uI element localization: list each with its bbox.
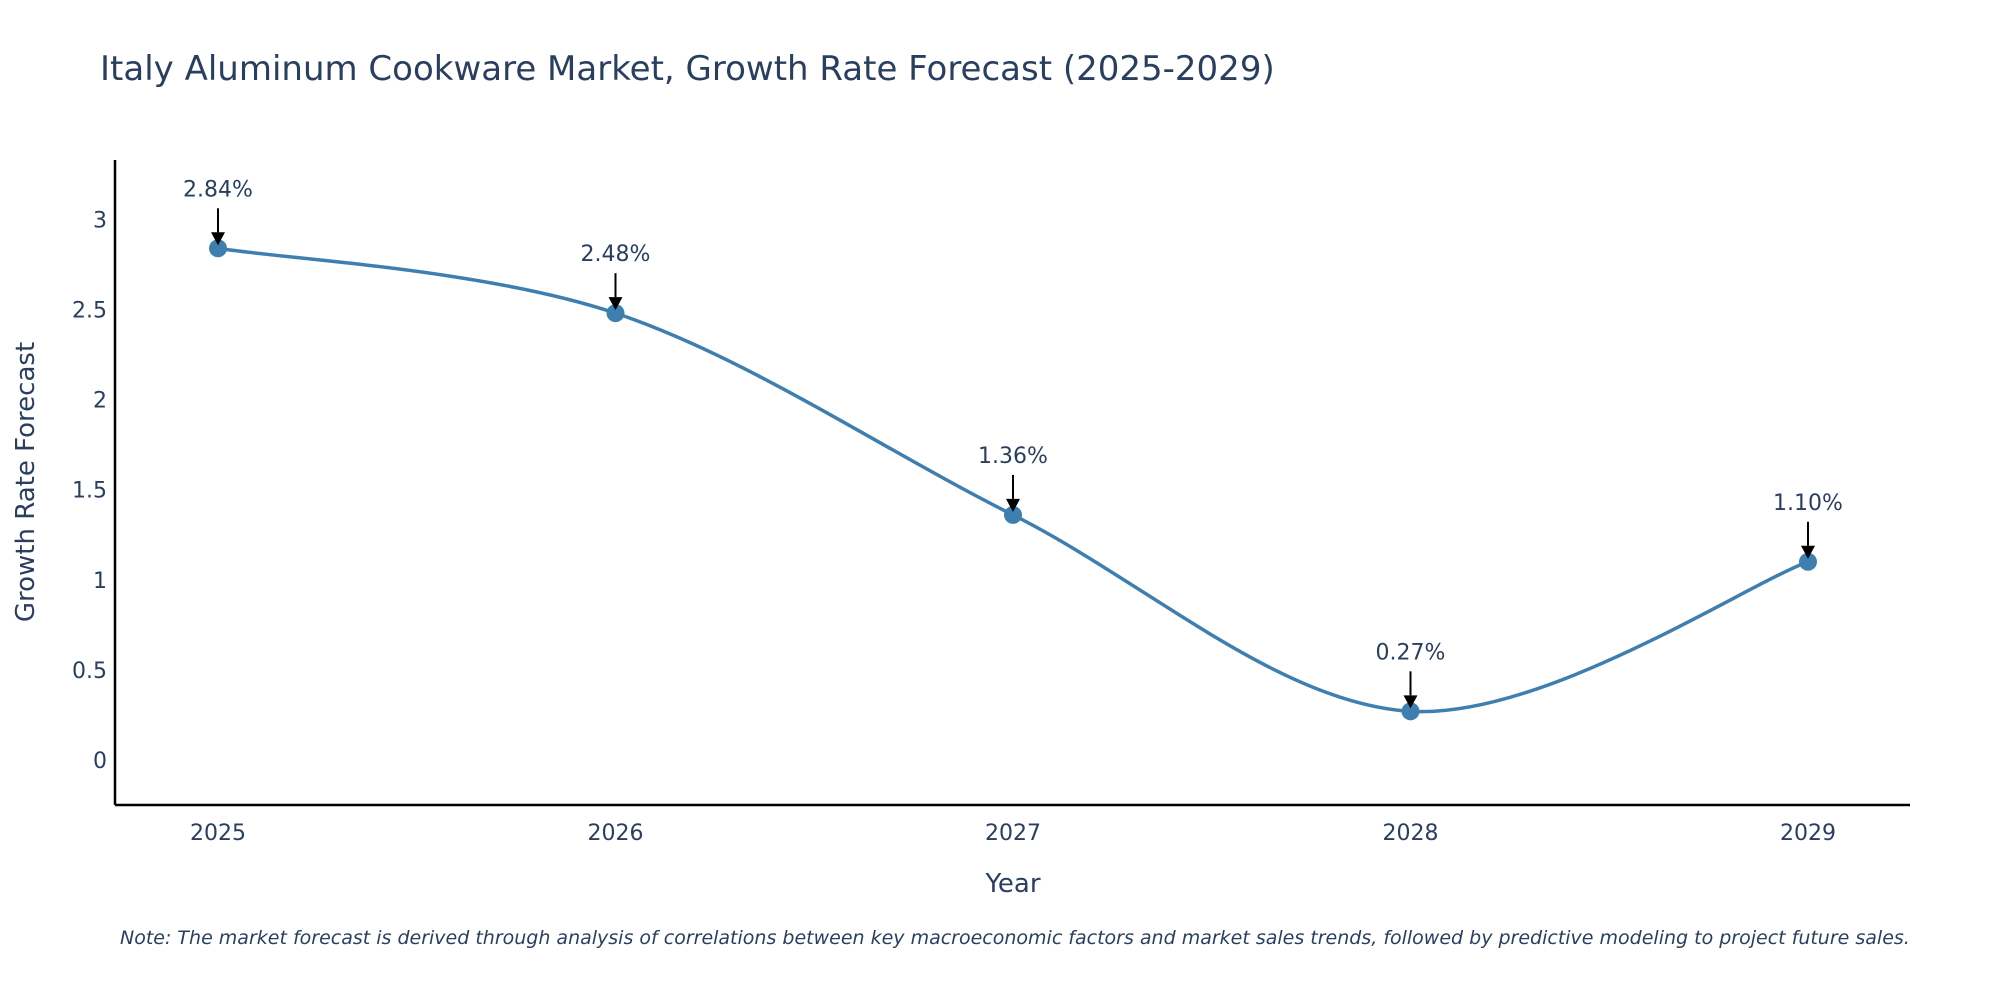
series-layer: [209, 239, 1817, 721]
x-tick-label: 2026: [588, 821, 644, 846]
data-point-2029[interactable]: [1799, 552, 1817, 571]
data-point-2026[interactable]: [606, 304, 625, 323]
data-label: 1.10%: [1773, 491, 1843, 516]
data-label-group-2027: 1.36%: [978, 444, 1048, 512]
annotation-arrowhead: [211, 232, 225, 246]
y-axis-title: Growth Rate Forecast: [11, 342, 41, 622]
data-label: 2.84%: [183, 177, 253, 202]
annotation-arrowhead: [608, 297, 623, 311]
annotations: 2.84% 2.48% 1.36% 0.27% 1.10%: [183, 177, 1843, 709]
y-axis-ticks: 0 0.5 1 1.5 2 2.5 3: [72, 208, 107, 774]
data-point-2028[interactable]: [1401, 702, 1420, 721]
chart-note: Note: The market forecast is derived thr…: [120, 927, 1910, 949]
x-tick-label: 2029: [1780, 821, 1836, 846]
y-tick-label: 0: [93, 749, 107, 774]
y-tick-label: 0.5: [72, 659, 107, 684]
annotation-arrowhead: [1801, 545, 1815, 559]
data-label-group-2025: 2.84%: [183, 177, 253, 246]
y-tick-label: 1: [93, 569, 107, 594]
data-label: 0.27%: [1376, 640, 1446, 665]
x-tick-label: 2025: [190, 821, 246, 846]
axes: [113, 160, 1910, 807]
y-tick-label: 3: [93, 208, 107, 233]
data-point-2025[interactable]: [209, 239, 227, 258]
data-label-group-2026: 2.48%: [581, 242, 651, 311]
y-tick-label: 2: [93, 389, 107, 414]
data-point-2027[interactable]: [1004, 505, 1022, 524]
x-tick-label: 2028: [1383, 821, 1439, 846]
annotation-arrowhead: [1403, 695, 1418, 709]
y-tick-label: 2.5: [72, 299, 107, 324]
x-axis-title: Year: [984, 869, 1040, 899]
data-label: 1.36%: [978, 444, 1048, 469]
data-label-group-2029: 1.10%: [1773, 491, 1843, 559]
chart-title: Italy Aluminum Cookware Market, Growth R…: [100, 49, 1275, 89]
data-label-group-2028: 0.27%: [1376, 640, 1446, 709]
data-label: 2.48%: [581, 242, 651, 267]
x-axis-ticks: 2025 2026 2027 2028 2029: [190, 821, 1836, 846]
annotation-arrowhead: [1006, 498, 1020, 512]
x-tick-label: 2027: [985, 821, 1041, 846]
y-tick-label: 1.5: [72, 479, 107, 504]
